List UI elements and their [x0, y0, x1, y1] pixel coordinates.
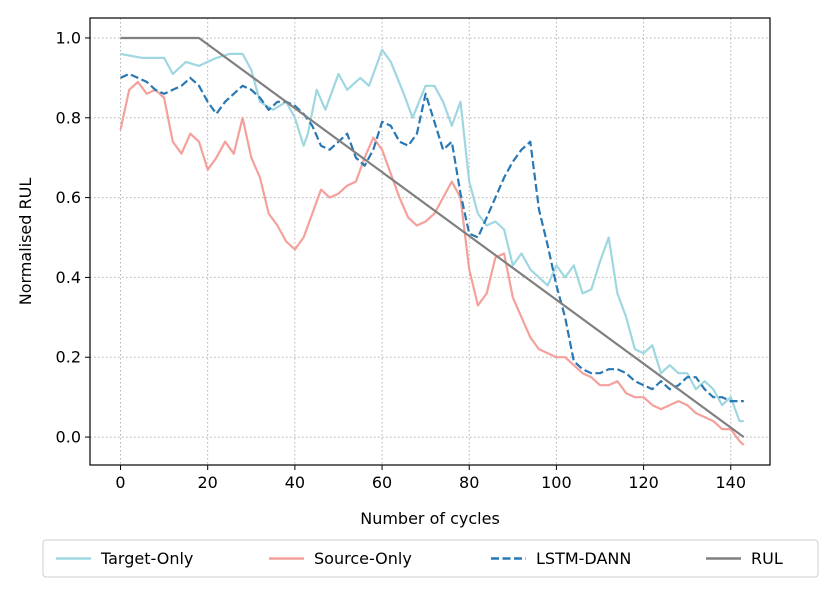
x-tick-label: 0: [115, 473, 125, 492]
x-tick-label: 80: [459, 473, 479, 492]
y-tick-label: 0.2: [56, 348, 81, 367]
x-tick-label: 40: [285, 473, 305, 492]
y-tick-label: 0.0: [56, 428, 81, 447]
y-tick-label: 0.6: [56, 188, 81, 207]
series-line-rul: [120, 36, 745, 438]
x-tick-label: 20: [198, 473, 218, 492]
y-tick-label: 1.0: [56, 28, 81, 47]
x-tick-label: 120: [628, 473, 659, 492]
legend: Target-Only Source-Only LSTM-DANN RUL: [42, 539, 819, 578]
y-tick-label: 0.8: [56, 108, 81, 127]
series-line-lstm-dann: [120, 72, 744, 403]
y-axis-label: Normalised RUL: [16, 178, 35, 306]
x-tick-label: 100: [541, 473, 572, 492]
x-tick-label: 60: [372, 473, 392, 492]
series-line-target-only: [120, 48, 744, 423]
x-axis-label: Number of cycles: [360, 509, 500, 528]
legend-box: [42, 539, 819, 578]
series-layer: [119, 36, 745, 446]
legend-label: Target-Only: [100, 549, 193, 568]
legend-label: Source-Only: [314, 549, 412, 568]
y-tick-label: 0.4: [56, 268, 81, 287]
plot-frame: [89, 17, 771, 466]
grid: [90, 18, 770, 465]
legend-label: RUL: [751, 549, 783, 568]
axis-ticks: 0 20 40 60 80 100 120 140 0.0 0.2 0.4 0.6 0.8 1.0: [56, 28, 746, 492]
series-line-source-only: [119, 80, 745, 446]
x-tick-label: 140: [715, 473, 746, 492]
legend-label: LSTM-DANN: [536, 549, 631, 568]
